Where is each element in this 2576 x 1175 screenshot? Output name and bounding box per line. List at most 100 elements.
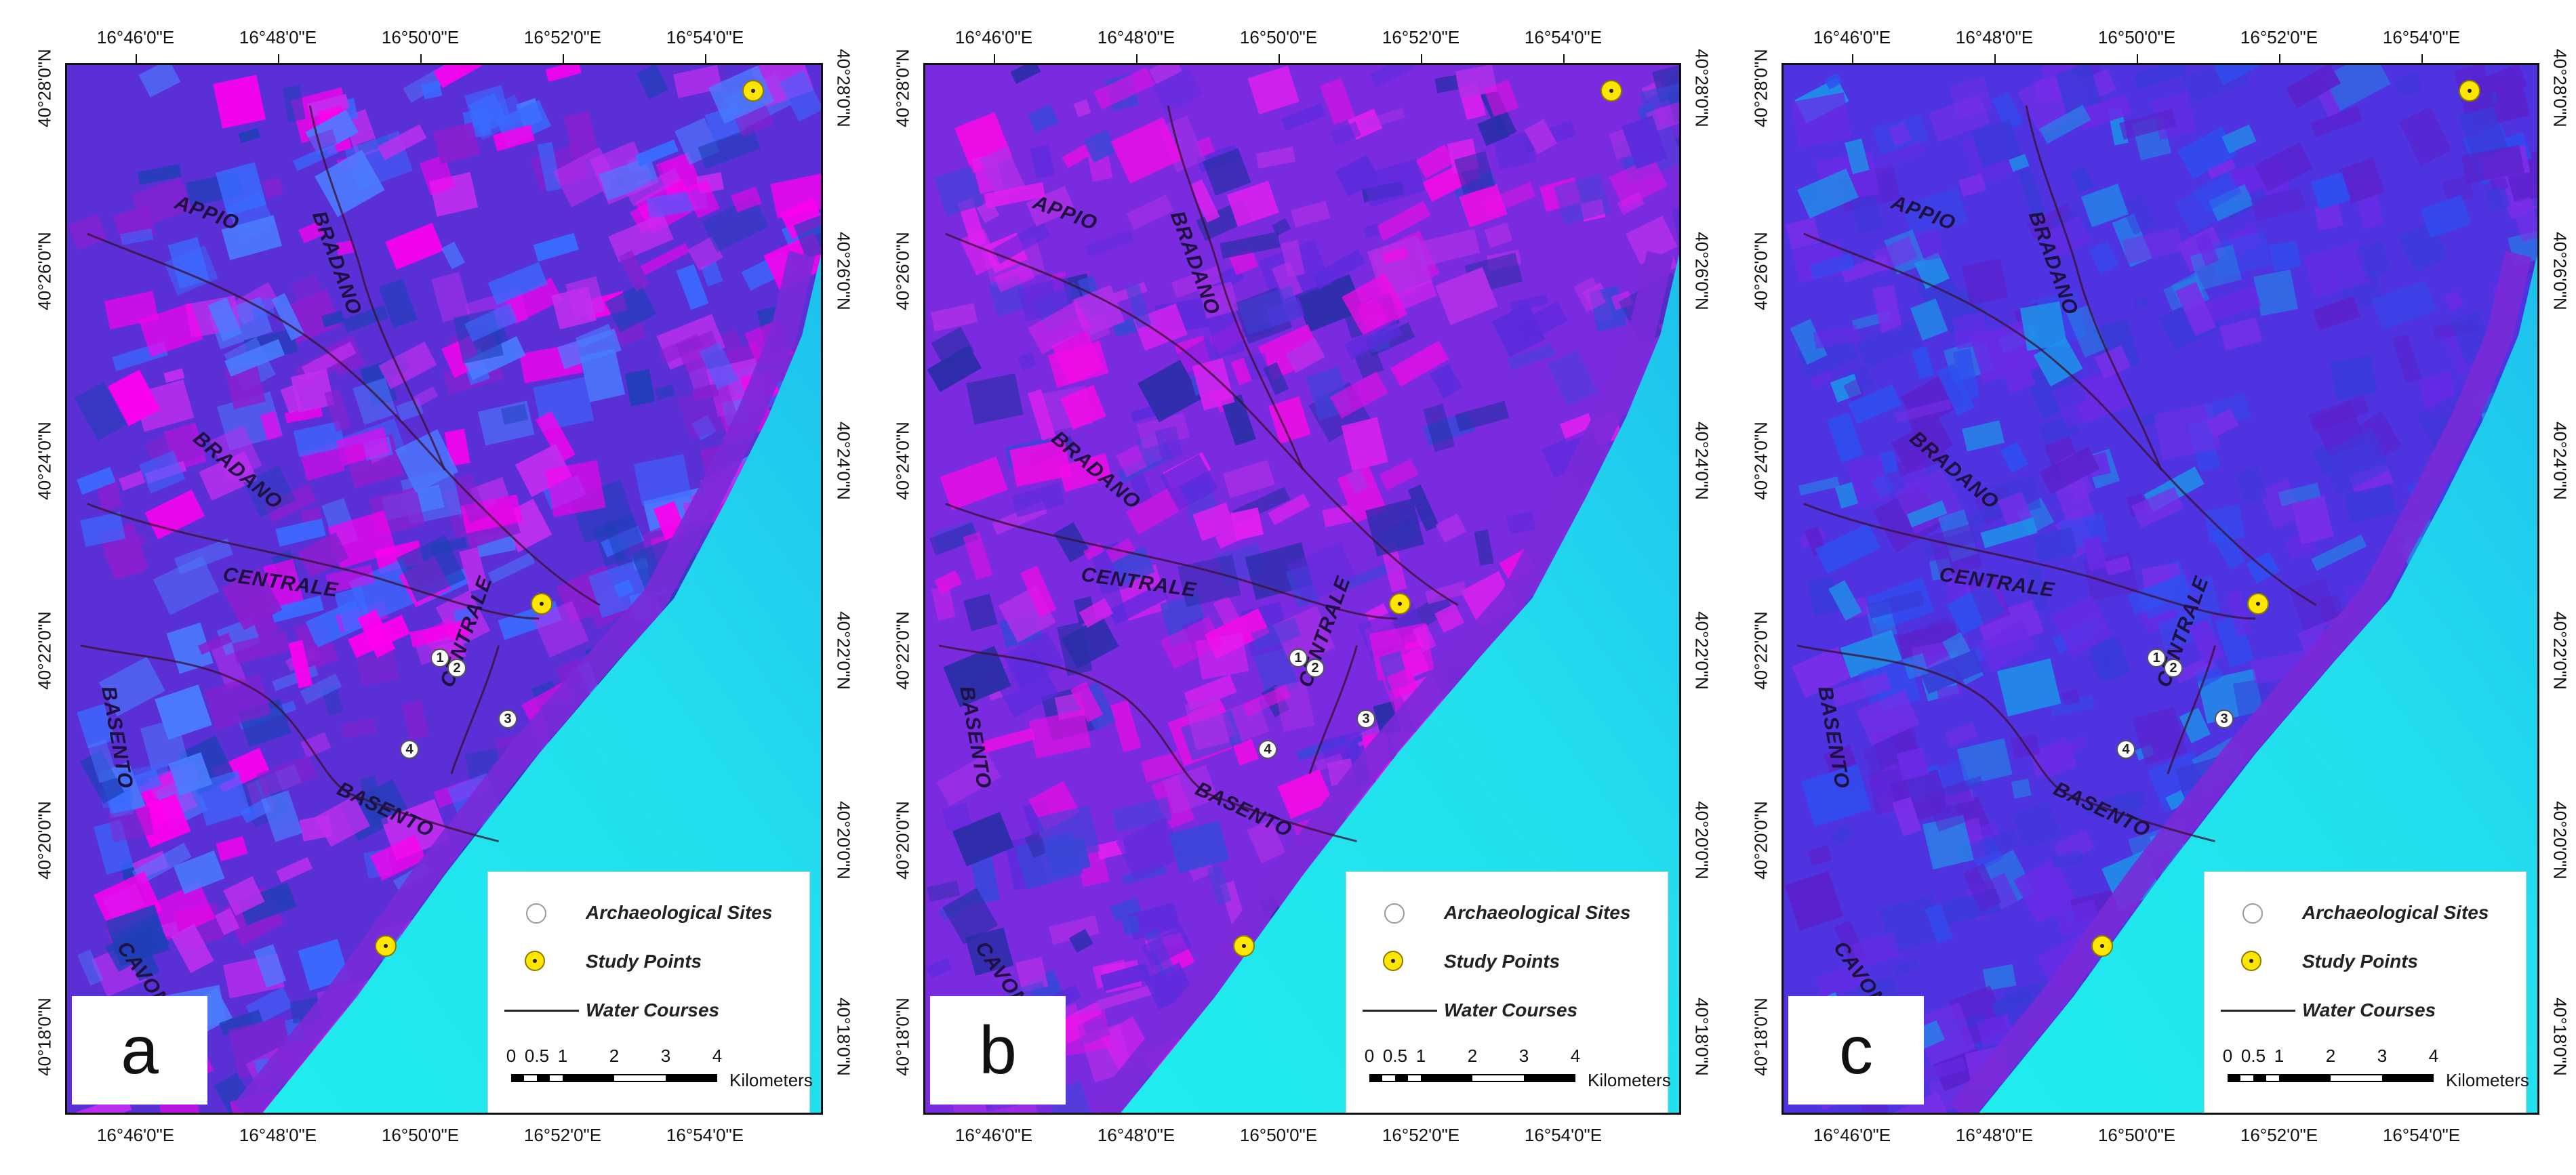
study-point-marker[interactable]: [375, 935, 397, 957]
latitude-tick-label: 40°26'0"N: [34, 232, 55, 310]
legend-label: Study Points: [2302, 951, 2419, 972]
tick-mark: [563, 54, 564, 63]
archaeological-site-marker[interactable]: 1: [430, 648, 449, 667]
latitude-tick-label: 40°28'0"N: [1750, 49, 1771, 127]
archaeological-site-marker[interactable]: 3: [1356, 709, 1375, 728]
latitude-tick-label: 40°22'0"N: [833, 611, 854, 690]
tick-mark: [136, 54, 137, 63]
scale-bar-segment: [537, 1075, 550, 1081]
archaeological-site-marker[interactable]: 2: [447, 659, 466, 678]
latitude-tick-label: 40°28'0"N: [1691, 49, 1712, 127]
scale-tick-label: 3: [660, 1046, 671, 1066]
study-point-marker[interactable]: [2459, 80, 2480, 102]
tick-mark: [1852, 54, 1853, 63]
archaeological-site-marker[interactable]: 4: [1258, 740, 1277, 759]
legend-symbol: [1363, 948, 1437, 975]
scale-tick-label: 0: [1364, 1046, 1375, 1066]
latitude-tick-label: 40°24'0"N: [892, 421, 913, 500]
longitude-tick-label: 16°52'0"E: [523, 1125, 602, 1145]
study-point-marker[interactable]: [1389, 593, 1411, 615]
tick-mark: [705, 54, 706, 63]
legend-label: Archaeological Sites: [586, 902, 773, 923]
tick-mark: [1994, 54, 1996, 63]
archaeological-site-marker[interactable]: 3: [2215, 709, 2234, 728]
legend-symbol: [2221, 997, 2295, 1024]
study-point-marker[interactable]: [742, 80, 764, 102]
latitude-tick-label: 40°24'0"N: [2550, 421, 2571, 500]
water-course-line-icon: [2221, 1010, 2295, 1012]
panel-letter-box: b: [930, 996, 1066, 1105]
scale-tick-label: 0: [2222, 1046, 2233, 1066]
scale-bar-segment: [511, 1075, 524, 1081]
longitude-tick-label: 16°52'0"E: [2240, 1125, 2318, 1145]
tick-mark: [2421, 54, 2423, 63]
water-courses: [938, 105, 1459, 843]
archaeological-site-marker[interactable]: 2: [2164, 659, 2183, 678]
latitude-tick-label: 40°28'0"N: [34, 49, 55, 127]
latitude-tick-label: 40°18'0"N: [892, 997, 913, 1076]
panel-letter-box: c: [1788, 996, 1924, 1105]
longitude-tick-label: 16°46'0"E: [954, 1125, 1033, 1145]
latitude-tick-label: 40°24'0"N: [1750, 421, 1771, 500]
scale-unit-label: Kilometers: [1588, 1070, 1671, 1090]
scale-tick-label: 4: [712, 1046, 723, 1066]
longitude-tick-label: 16°54'0"E: [666, 27, 744, 47]
archaeological-site-marker[interactable]: 2: [1306, 659, 1325, 678]
latitude-tick-label: 40°22'0"N: [1750, 611, 1771, 690]
legend-archaeological-sites: Archaeological Sites: [504, 899, 772, 926]
study-point-marker[interactable]: [1601, 80, 1622, 102]
latitude-tick-label: 40°20'0"N: [833, 801, 854, 880]
scale-bar-segment: [1524, 1075, 1575, 1081]
legend-label: Water Courses: [1444, 999, 1578, 1021]
longitude-tick-label: 16°52'0"E: [1382, 1125, 1460, 1145]
scale-unit-label: Kilometers: [729, 1070, 813, 1090]
latitude-tick-label: 40°28'0"N: [892, 49, 913, 127]
latitude-tick-label: 40°24'0"N: [833, 421, 854, 500]
scale-tick-label: 0.5: [524, 1046, 550, 1066]
longitude-tick-label: 16°52'0"E: [1382, 27, 1460, 47]
legend-label: Water Courses: [2302, 999, 2436, 1021]
archaeological-site-marker[interactable]: 4: [2116, 740, 2135, 759]
tick-mark: [2137, 54, 2138, 63]
study-point-icon: [525, 951, 545, 971]
scale-tick-label: 0: [506, 1046, 517, 1066]
scale-bar-segment: [2279, 1075, 2331, 1081]
latitude-tick-label: 40°22'0"N: [1691, 611, 1712, 690]
study-point-marker[interactable]: [531, 593, 552, 615]
scale-bar: 0 0.5 1 2 3 4 Kilometers: [504, 1046, 813, 1107]
longitude-tick-label: 16°54'0"E: [1524, 27, 1603, 47]
scale-tick-label: 4: [1570, 1046, 1581, 1066]
longitude-tick-label: 16°46'0"E: [1813, 27, 1891, 47]
archaeological-site-icon: [526, 903, 546, 924]
archaeological-site-marker[interactable]: 3: [498, 709, 517, 728]
archaeological-site-marker[interactable]: 4: [400, 740, 419, 759]
legend-label: Archaeological Sites: [2302, 902, 2489, 923]
longitude-tick-label: 16°54'0"E: [1524, 1125, 1603, 1145]
map-panel-b: APPIO BRADANO BRADANO CENTRALE BASENTO CENTRA…: [858, 0, 1716, 1175]
tick-mark: [278, 54, 279, 63]
scale-tick-label: 2: [2325, 1046, 2336, 1066]
study-point-marker[interactable]: [2247, 593, 2269, 615]
longitude-tick-label: 16°46'0"E: [1813, 1125, 1891, 1145]
latitude-tick-label: 40°26'0"N: [1750, 232, 1771, 310]
scale-tick-label: 3: [1518, 1046, 1529, 1066]
legend-study-points: Study Points: [1363, 948, 1560, 975]
latitude-tick-label: 40°20'0"N: [1691, 801, 1712, 880]
scale-bar-segment: [1421, 1075, 1472, 1081]
map-legend: Archaeological Sites Study Points Water Co…: [487, 871, 813, 1113]
study-point-marker[interactable]: [2091, 935, 2113, 957]
legend-archaeological-sites: Archaeological Sites: [1363, 899, 1630, 926]
study-point-marker[interactable]: [1233, 935, 1255, 957]
latitude-tick-label: 40°24'0"N: [1691, 421, 1712, 500]
longitude-tick-label: 16°46'0"E: [96, 1125, 175, 1145]
archaeological-site-marker[interactable]: 1: [1289, 648, 1308, 667]
scale-tick-label: 0.5: [1382, 1046, 1408, 1066]
legend-symbol: [504, 997, 579, 1024]
scale-tick-label: 1: [1415, 1046, 1426, 1066]
longitude-tick-label: 16°48'0"E: [1097, 27, 1175, 47]
latitude-tick-label: 40°18'0"N: [833, 997, 854, 1076]
archaeological-site-marker[interactable]: 1: [2147, 648, 2166, 667]
longitude-tick-label: 16°54'0"E: [666, 1125, 744, 1145]
latitude-tick-label: 40°22'0"N: [34, 611, 55, 690]
